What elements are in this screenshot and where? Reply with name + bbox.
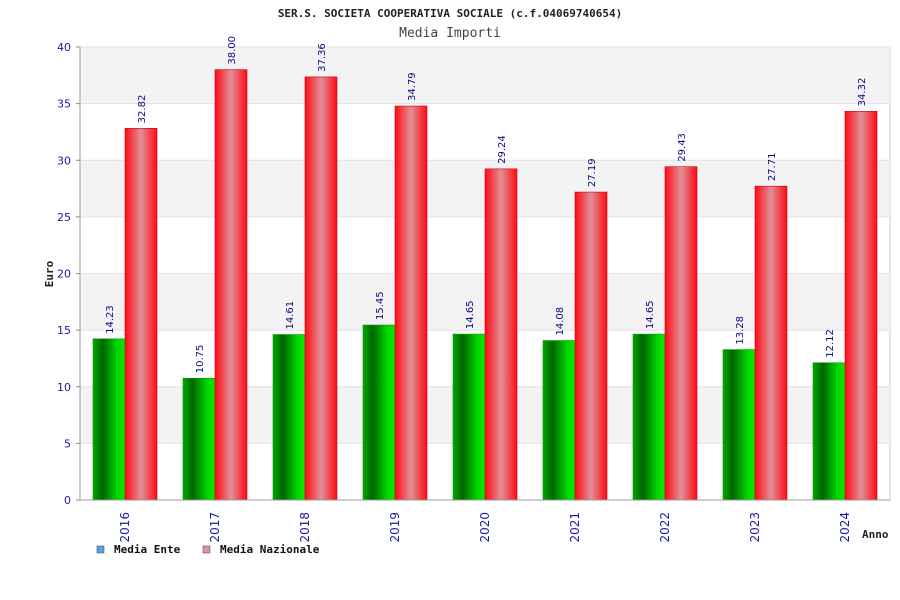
data-label: 38.00 (227, 36, 238, 65)
bar-media-ente-2017 (182, 377, 216, 501)
bar-media-nazionale-2022 (664, 166, 698, 501)
data-label: 14.08 (555, 307, 566, 336)
legend-swatch-media-nazionale (202, 545, 211, 554)
x-tick-label: 2024 (838, 512, 852, 543)
data-label: 27.71 (767, 153, 778, 182)
bars (92, 69, 878, 501)
bar-media-ente-2023 (722, 349, 756, 501)
x-tick-label: 2018 (298, 512, 312, 543)
y-tick-label: 15 (57, 324, 71, 337)
x-tick-label: 2017 (208, 512, 222, 543)
data-label: 14.23 (105, 305, 116, 334)
bar-media-nazionale-2021 (574, 191, 608, 501)
data-label: 10.75 (195, 345, 206, 374)
data-labels: 14.23 32.82 10.75 38.00 14.61 37.36 15.45 34.79… (105, 36, 868, 373)
data-label: 12.12 (825, 329, 836, 358)
bar-media-ente-2021 (542, 340, 576, 501)
data-label: 27.19 (587, 158, 598, 187)
bar-media-ente-2018 (272, 334, 306, 501)
y-axis-ticks: 0 5 10 15 20 25 30 35 40 (57, 41, 890, 507)
chart-title: SER.S. SOCIETA COOPERATIVA SOCIALE (c.f.… (278, 7, 622, 20)
bar-media-ente-2022 (632, 333, 666, 501)
bar-media-ente-2019 (362, 324, 396, 501)
bar-media-nazionale-2024 (844, 111, 878, 501)
data-label: 14.65 (465, 300, 476, 329)
legend-swatch-media-ente (96, 545, 105, 554)
data-label: 34.32 (857, 78, 868, 107)
data-label: 13.28 (735, 316, 746, 345)
y-tick-label: 40 (57, 41, 71, 54)
x-tick-label: 2019 (388, 512, 402, 543)
bar-media-nazionale-2019 (394, 105, 428, 501)
data-label: 34.79 (407, 72, 418, 101)
grid-band (80, 47, 890, 104)
x-tick-label: 2021 (568, 512, 582, 543)
data-label: 14.61 (285, 301, 296, 330)
y-tick-label: 30 (57, 154, 71, 167)
legend-label-media-ente: Media Ente (114, 543, 181, 556)
bar-media-nazionale-2017 (214, 69, 248, 501)
x-axis-ticks: 2016 2017 2018 2019 2020 2021 2022 2023 2024 (118, 512, 852, 543)
chart-subtitle: Media Importi (399, 26, 501, 41)
y-tick-label: 35 (57, 98, 71, 111)
x-tick-label: 2022 (658, 512, 672, 543)
x-axis-label: Anno (862, 528, 889, 541)
bar-media-ente-2024 (812, 362, 846, 501)
legend: Media Ente Media Nazionale (96, 543, 320, 556)
data-label: 14.65 (645, 300, 656, 329)
data-label: 37.36 (317, 43, 328, 72)
y-tick-label: 0 (64, 494, 71, 507)
y-axis-label: Euro (43, 260, 56, 287)
x-tick-label: 2023 (748, 512, 762, 543)
x-tick-label: 2020 (478, 512, 492, 543)
bar-media-nazionale-2016 (124, 128, 158, 501)
bar-media-nazionale-2018 (304, 76, 338, 501)
y-tick-label: 5 (64, 437, 71, 450)
y-tick-label: 20 (57, 268, 71, 281)
x-tick-label: 2016 (118, 512, 132, 543)
bar-media-nazionale-2020 (484, 168, 518, 501)
data-label: 29.43 (677, 133, 688, 162)
bar-media-nazionale-2023 (754, 185, 788, 501)
data-label: 32.82 (137, 95, 148, 124)
bar-media-ente-2016 (92, 338, 126, 501)
bar-media-ente-2020 (452, 333, 486, 501)
legend-label-media-nazionale: Media Nazionale (220, 543, 320, 556)
y-tick-label: 10 (57, 381, 71, 394)
data-label: 15.45 (375, 291, 386, 320)
y-tick-label: 25 (57, 211, 71, 224)
data-label: 29.24 (497, 135, 508, 164)
